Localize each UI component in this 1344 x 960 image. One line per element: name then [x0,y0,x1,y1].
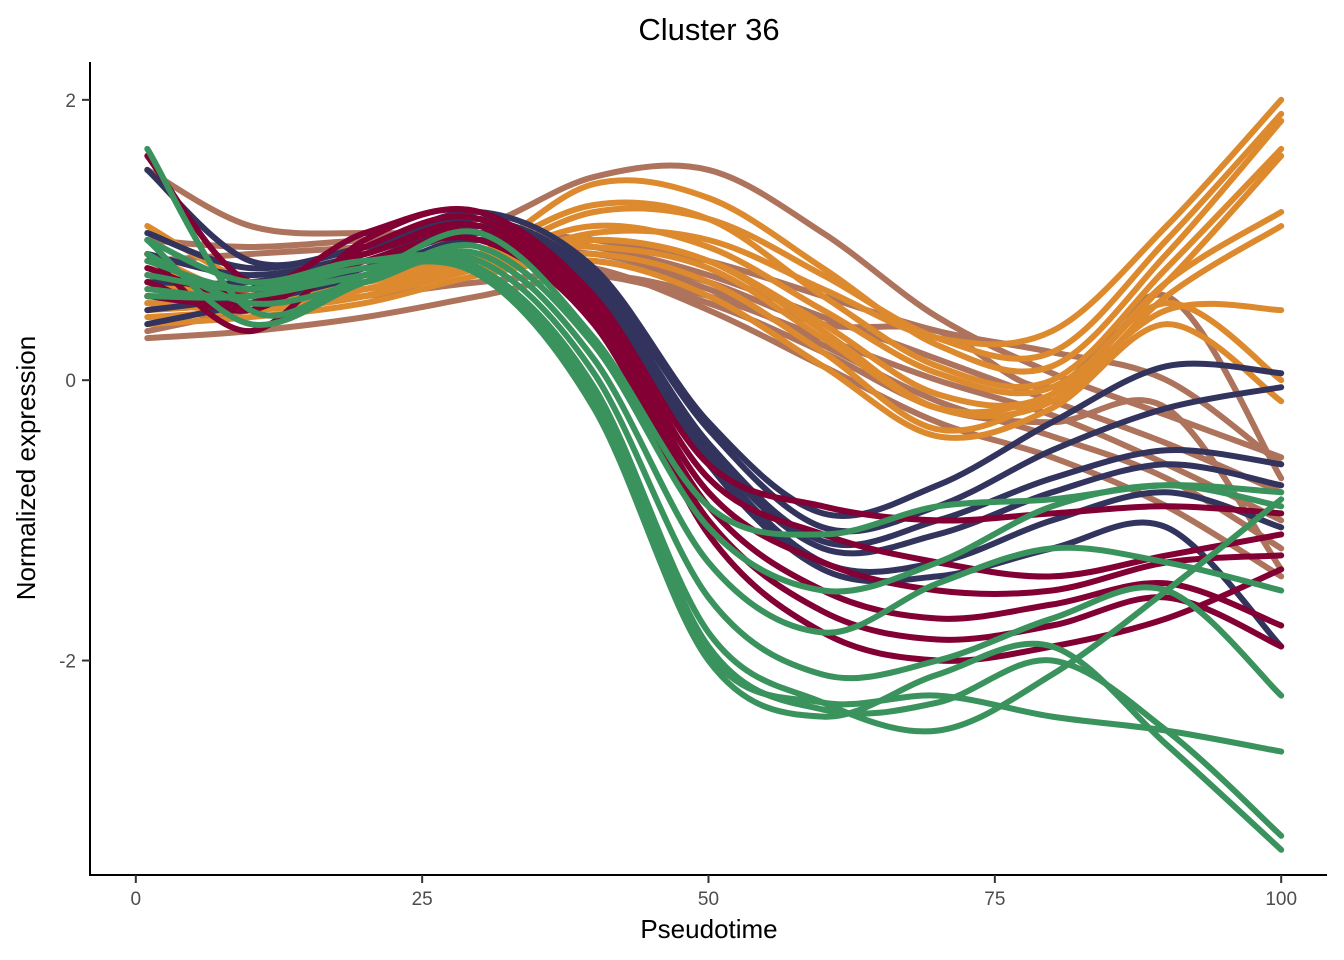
x-tick-label: 75 [984,889,1005,910]
series-line-green [144,145,1285,538]
x-tick-label: 25 [412,889,433,910]
x-tick-label: 0 [131,889,142,910]
series-line-green [144,237,1285,595]
x-axis-ticks: 0 25 50 75 100 [131,875,1297,910]
chart-title: Cluster 36 [638,12,779,47]
y-axis-ticks: -2 0 2 [59,91,90,673]
series-line-green [144,251,1285,839]
series-lines [144,96,1285,853]
series-line-green [144,252,1285,699]
x-tick-label: 50 [698,889,719,910]
y-tick-label: 2 [65,91,76,112]
series-line-green [144,258,1285,853]
x-tick-label: 100 [1265,889,1297,910]
series-line-orange [144,257,1285,441]
series-line-green [144,248,1285,636]
y-tick-label: -2 [59,652,76,673]
series-line-brown [144,162,1285,461]
series-line-crimson [144,152,1285,524]
x-axis-label: Pseudotime [640,914,777,944]
series-line-crimson [144,234,1285,650]
y-tick-label: 0 [65,371,76,392]
y-axis-label: Normalized expression [11,336,41,600]
